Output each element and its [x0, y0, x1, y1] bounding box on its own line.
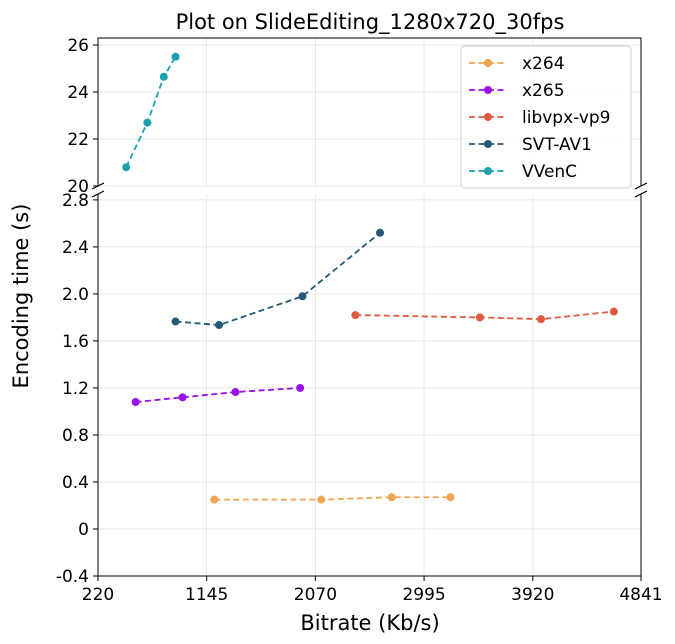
lower-panel-frame [97, 194, 642, 577]
upper-panel-frame [97, 37, 642, 186]
series-line-libvpx-vp9 [355, 310, 614, 321]
lower-y-tick-label: 2.8 [62, 191, 89, 211]
axis-break-mark [91, 190, 105, 198]
legend-marker [484, 140, 492, 148]
data-point-libvpx-vp9 [475, 313, 484, 322]
series-line-x264 [214, 496, 451, 501]
series-line-vvenc [125, 56, 177, 168]
data-point-x265 [131, 398, 140, 407]
legend-marker [484, 167, 492, 175]
data-point-libvpx-vp9 [537, 315, 546, 324]
x-axis-title: Bitrate (Kb/s) [300, 611, 439, 635]
series-line-svt-av1 [175, 232, 381, 326]
data-point-x264 [387, 493, 396, 502]
lower-y-tick-label: 1.2 [62, 379, 89, 399]
y-axis-title: Encoding time (s) [9, 204, 33, 389]
lower-y-tick-label: 0.4 [62, 473, 89, 493]
axis-break-mark [634, 190, 648, 198]
upper-y-tick-label: 26 [67, 36, 89, 56]
data-point-svt-av1 [215, 321, 224, 330]
data-point-x264 [446, 493, 455, 502]
legend-label: x265 [522, 81, 565, 101]
legend-label: libvpx-vp9 [522, 108, 611, 128]
series-layer [122, 52, 618, 504]
x-tick-label: 220 [82, 585, 114, 605]
data-point-svt-av1 [298, 292, 307, 301]
legend-box [460, 45, 632, 189]
data-point-x265 [296, 383, 305, 392]
x-tick-label: 2070 [294, 585, 337, 605]
data-point-libvpx-vp9 [351, 311, 360, 320]
chart-title: Plot on SlideEditing_1280x720_30fps [176, 10, 565, 35]
axis-break-mark [634, 182, 648, 190]
data-point-vvenc [171, 52, 180, 61]
data-point-svt-av1 [171, 317, 180, 326]
series-line-x265 [135, 387, 301, 403]
legend-label: VVenC [522, 162, 577, 182]
legend: x264 x265 libvpx-vp9 SVT-AV1 VVenC [460, 45, 632, 189]
upper-y-tick-label: 24 [67, 83, 89, 103]
upper-y-tick-label: 22 [67, 130, 89, 150]
lower-grid [97, 194, 642, 577]
lower-y-tick-label: 0.8 [62, 426, 89, 446]
legend-marker [484, 59, 492, 67]
lower-y-tick-label: 1.6 [62, 332, 89, 352]
data-point-vvenc [122, 163, 131, 172]
data-point-x264 [210, 495, 219, 504]
legend-label: SVT-AV1 [522, 135, 592, 155]
data-point-svt-av1 [376, 228, 385, 237]
lower-y-tick-label: 2.0 [62, 285, 89, 305]
data-point-x265 [178, 393, 187, 402]
data-point-libvpx-vp9 [609, 307, 618, 316]
data-point-x265 [231, 388, 240, 397]
x-tick-label: 1145 [185, 585, 228, 605]
data-point-vvenc [159, 72, 168, 81]
data-point-x264 [317, 495, 326, 504]
x-tick-label: 2995 [402, 585, 445, 605]
ticks-layer: 220 1145 2070 2995 3920 4841 20 22 24 26 -0.4 0 0.4 0… [56, 36, 663, 605]
x-tick-label: 4841 [619, 585, 662, 605]
legend-marker [484, 86, 492, 94]
lower-y-tick-label: 2.4 [62, 238, 89, 258]
lower-y-tick-label: 0 [78, 520, 89, 540]
x-tick-label: 3920 [511, 585, 554, 605]
upper-y-tick-label: 20 [67, 177, 89, 197]
legend-marker [484, 113, 492, 121]
lower-y-tick-label: -0.4 [56, 567, 89, 587]
data-point-vvenc [143, 118, 152, 127]
legend-label: x264 [522, 54, 565, 74]
